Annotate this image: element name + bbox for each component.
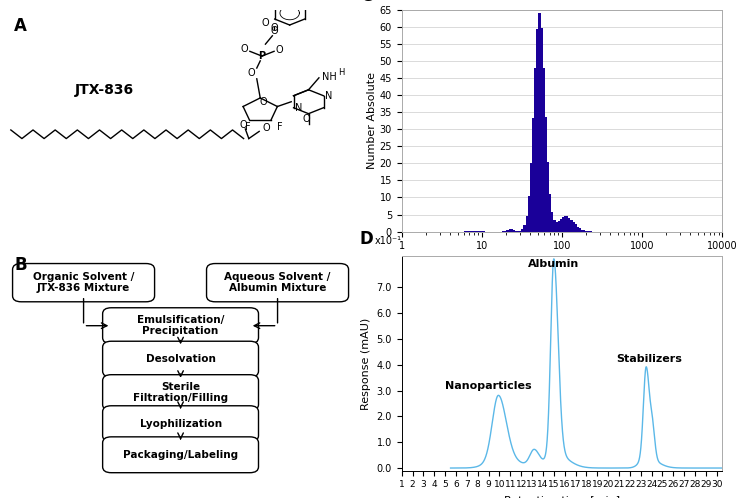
Bar	[562, 217, 564, 232]
Text: H: H	[338, 68, 345, 78]
Text: O: O	[262, 123, 270, 133]
FancyBboxPatch shape	[102, 308, 259, 344]
Bar	[472, 231, 475, 232]
Bar	[476, 231, 478, 232]
Bar	[547, 162, 549, 232]
Bar	[532, 118, 534, 232]
Text: Desolvation: Desolvation	[146, 354, 215, 364]
Text: N: N	[325, 91, 332, 101]
Bar	[560, 219, 562, 232]
Bar	[537, 28, 539, 232]
Bar	[585, 231, 587, 232]
Text: Aqueous Solvent /
Albumin Mixture: Aqueous Solvent / Albumin Mixture	[224, 272, 331, 293]
Text: D: D	[360, 230, 374, 248]
Text: N: N	[295, 103, 302, 113]
Text: O: O	[248, 68, 256, 78]
Bar	[545, 118, 547, 232]
Bar	[511, 229, 513, 232]
Text: F: F	[276, 122, 282, 132]
Text: Albumin: Albumin	[528, 259, 579, 269]
Bar	[575, 225, 577, 232]
Text: O: O	[303, 114, 310, 124]
Text: Stabilizers: Stabilizers	[617, 354, 682, 364]
Text: C: C	[360, 0, 372, 5]
Bar	[506, 230, 509, 232]
Text: Nanoparticles: Nanoparticles	[445, 381, 532, 391]
Text: F: F	[245, 122, 251, 132]
X-axis label: Diameter / nm: Diameter / nm	[522, 257, 602, 267]
Text: O: O	[260, 97, 268, 107]
Bar	[553, 220, 556, 232]
Bar	[513, 230, 515, 232]
Bar	[568, 218, 570, 232]
Text: Emulsification/
Precipitation: Emulsification/ Precipitation	[137, 315, 224, 337]
FancyBboxPatch shape	[102, 374, 259, 410]
Text: O: O	[262, 18, 270, 28]
Text: Sterile
Filtration/Filling: Sterile Filtration/Filling	[133, 382, 228, 403]
Text: JTX-836: JTX-836	[74, 83, 134, 97]
FancyBboxPatch shape	[102, 341, 259, 377]
Bar	[573, 222, 575, 232]
Text: O: O	[270, 23, 279, 33]
Bar	[549, 194, 551, 232]
Text: O: O	[270, 26, 278, 36]
Bar	[534, 68, 537, 232]
X-axis label: Retention time [min]: Retention time [min]	[504, 495, 620, 498]
Bar	[579, 229, 581, 232]
Bar	[581, 230, 583, 232]
Bar	[564, 216, 566, 232]
Bar	[540, 28, 542, 232]
Bar	[583, 231, 585, 232]
Bar	[530, 163, 532, 232]
Text: A: A	[14, 17, 27, 35]
Bar	[525, 216, 528, 232]
Text: O: O	[241, 44, 248, 54]
Text: B: B	[14, 256, 27, 274]
Bar	[470, 231, 472, 232]
Y-axis label: Response (mAU): Response (mAU)	[361, 317, 371, 410]
Text: Packaging/Labeling: Packaging/Labeling	[123, 450, 238, 460]
Text: Lyophilization: Lyophilization	[139, 419, 222, 429]
Bar	[566, 217, 568, 232]
Bar	[504, 231, 506, 232]
Bar	[542, 68, 545, 232]
Text: Organic Solvent /
JTX-836 Mixture: Organic Solvent / JTX-836 Mixture	[33, 272, 134, 293]
Bar	[558, 221, 560, 232]
Bar	[475, 231, 476, 232]
FancyBboxPatch shape	[102, 437, 259, 473]
FancyBboxPatch shape	[13, 263, 155, 302]
FancyBboxPatch shape	[206, 263, 349, 302]
Bar	[521, 230, 523, 232]
Text: NH: NH	[322, 72, 337, 82]
Text: O: O	[276, 45, 283, 55]
Text: x10⁻¹: x10⁻¹	[374, 236, 402, 246]
Bar	[523, 225, 525, 232]
Bar	[509, 229, 511, 232]
Text: O: O	[240, 121, 248, 130]
Bar	[519, 231, 521, 232]
Bar	[528, 196, 530, 232]
FancyBboxPatch shape	[102, 406, 259, 442]
Bar	[551, 212, 553, 232]
Bar	[577, 227, 579, 232]
Y-axis label: Number Absolute: Number Absolute	[367, 72, 377, 169]
Bar	[468, 231, 470, 232]
Bar	[570, 220, 573, 232]
Text: P: P	[259, 51, 265, 61]
Bar	[539, 13, 540, 232]
Bar	[556, 222, 558, 232]
